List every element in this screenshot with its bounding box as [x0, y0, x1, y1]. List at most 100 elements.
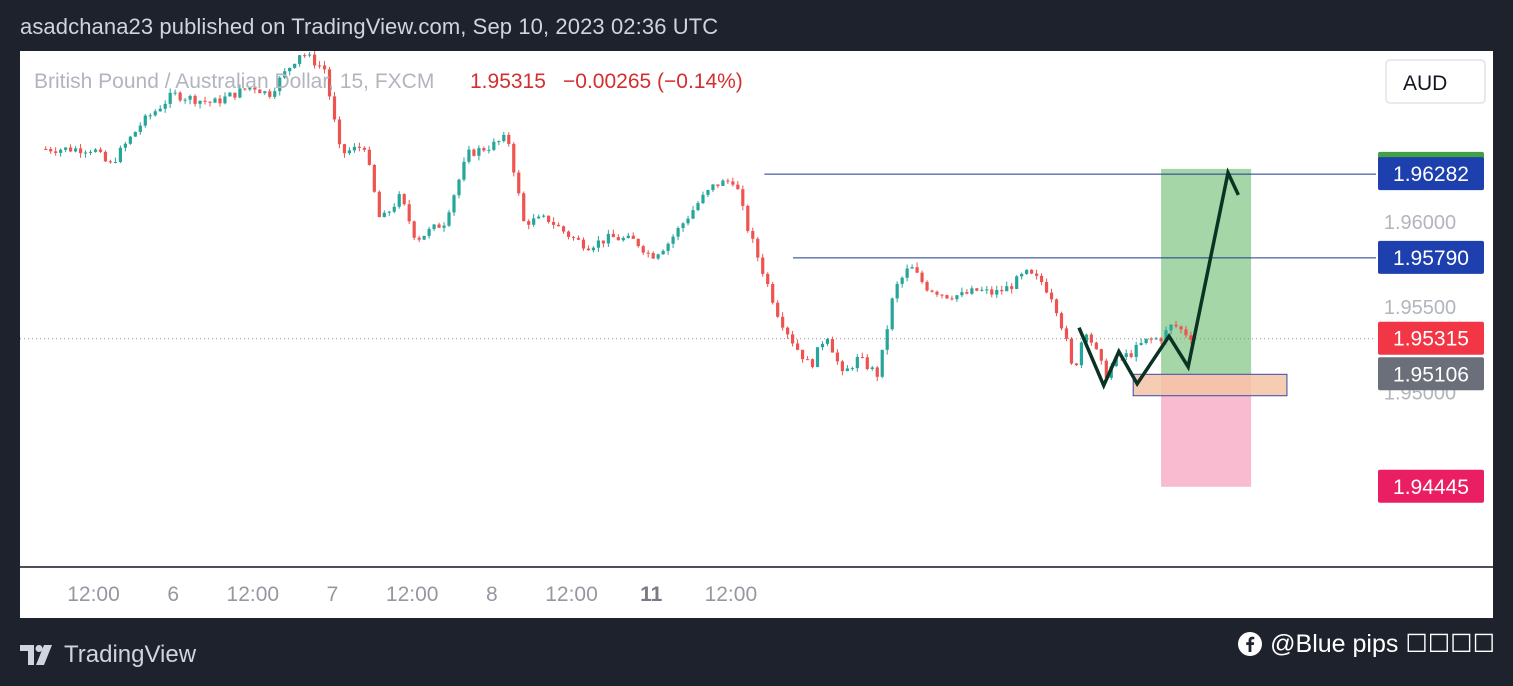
candle-body: [248, 87, 252, 90]
candle-body: [492, 141, 496, 150]
candle-body: [880, 349, 884, 377]
candle-body: [955, 295, 959, 300]
price-label: 1.95315: [1393, 328, 1469, 351]
candle-body: [452, 195, 456, 213]
candle-body: [1034, 273, 1039, 276]
candle-body: [990, 289, 994, 295]
candle-body: [118, 147, 122, 162]
candle-body: [566, 231, 571, 237]
candle-body: [1104, 360, 1108, 378]
candle-body: [1069, 338, 1074, 364]
candle-body: [407, 204, 411, 222]
candle-body: [1054, 299, 1059, 314]
candle-body: [1139, 343, 1143, 345]
candle-body: [835, 352, 840, 362]
candle-body: [497, 141, 501, 143]
candle-body: [935, 291, 939, 295]
time-tick-label: 8: [486, 583, 498, 606]
candle-body: [576, 237, 581, 240]
candle-body: [1179, 326, 1183, 330]
candle-body: [1094, 342, 1098, 350]
candle-body: [258, 89, 262, 94]
candles: [44, 50, 1193, 382]
candle-body: [646, 252, 650, 254]
candle-body: [467, 149, 471, 162]
candle-body: [218, 98, 222, 104]
candle-body: [327, 69, 332, 97]
candle-body: [1149, 338, 1153, 340]
candle-body: [148, 115, 152, 117]
candle-body: [791, 334, 795, 344]
candle-body: [44, 148, 48, 150]
candle-body: [601, 240, 605, 244]
candle-body: [1169, 324, 1173, 331]
candle-body: [556, 224, 561, 227]
candle-body: [975, 288, 979, 291]
candle-body: [73, 148, 78, 152]
candle-body: [746, 205, 750, 231]
candle-body: [795, 343, 800, 350]
candle-body: [357, 146, 361, 148]
currency-button-box[interactable]: [1385, 59, 1486, 104]
candle-body: [268, 91, 272, 97]
candle-body: [352, 146, 357, 151]
candle-body: [527, 221, 531, 225]
candle-body: [681, 223, 685, 229]
horizontal-levels: [20, 173, 1376, 340]
price-label-box: [1378, 157, 1484, 191]
candle-body: [960, 292, 964, 296]
candle-body: [890, 298, 894, 330]
author-credit-text: @Blue pips ☐☐☐☐: [1270, 630, 1495, 658]
price-tick-label: 1.96000: [1384, 212, 1456, 234]
candle-body: [128, 136, 132, 144]
candle-body: [193, 95, 197, 104]
candle-body: [198, 100, 202, 104]
candle-body: [412, 221, 416, 238]
candle-body: [766, 273, 770, 285]
currency-button[interactable]: AUD: [1385, 59, 1486, 104]
candle-body: [875, 367, 879, 377]
price-label: 1.94445: [1393, 476, 1469, 499]
candle-body: [213, 98, 217, 103]
candle-body: [840, 361, 844, 372]
candle-body: [362, 147, 366, 150]
candle-body: [432, 224, 436, 230]
publish-header: asadchana23 published on TradingView.com…: [20, 14, 719, 39]
candle-body: [322, 65, 327, 70]
candle-body: [68, 147, 73, 152]
candle-body: [477, 148, 481, 156]
candle-body: [1174, 324, 1178, 327]
candle-body: [980, 289, 984, 291]
candle-body: [392, 206, 396, 212]
price-axis: 1.960001.955001.950001.963131.962821.957…: [1376, 51, 1493, 567]
candle-body: [123, 143, 127, 148]
candle-body: [786, 327, 790, 335]
candle-body: [771, 284, 775, 303]
candle-body: [1059, 313, 1064, 329]
time-tick-label: 12:00: [386, 583, 439, 606]
candle-body: [133, 131, 137, 137]
candle-body: [83, 152, 88, 154]
candle-body: [731, 181, 735, 185]
candle-body: [561, 226, 566, 232]
tradingview-logo[interactable]: TradingView: [20, 640, 196, 670]
candle-body: [1039, 275, 1044, 282]
candle-body: [1074, 363, 1079, 366]
candle-body: [636, 238, 640, 247]
price-chart[interactable]: 1.960001.955001.950001.963131.962821.957…: [20, 50, 1493, 618]
legend-price: 1.95315: [470, 70, 546, 93]
candle-body: [422, 235, 426, 240]
candle-body: [487, 149, 491, 151]
candle-body: [54, 151, 58, 153]
candle-body: [512, 143, 516, 173]
candle-body: [1154, 338, 1158, 340]
price-label-box: [1378, 469, 1484, 503]
candle-body: [288, 67, 292, 72]
candle-body: [442, 225, 446, 228]
candle-body: [312, 54, 317, 66]
price-label: 1.96282: [1393, 163, 1469, 186]
candle-body: [387, 211, 391, 213]
time-axis: 12:00 6 12:00 7 12:00 8 12:00 11 12:00: [20, 566, 1493, 606]
currency-button-label[interactable]: AUD: [1403, 72, 1447, 95]
candle-body: [472, 149, 476, 156]
